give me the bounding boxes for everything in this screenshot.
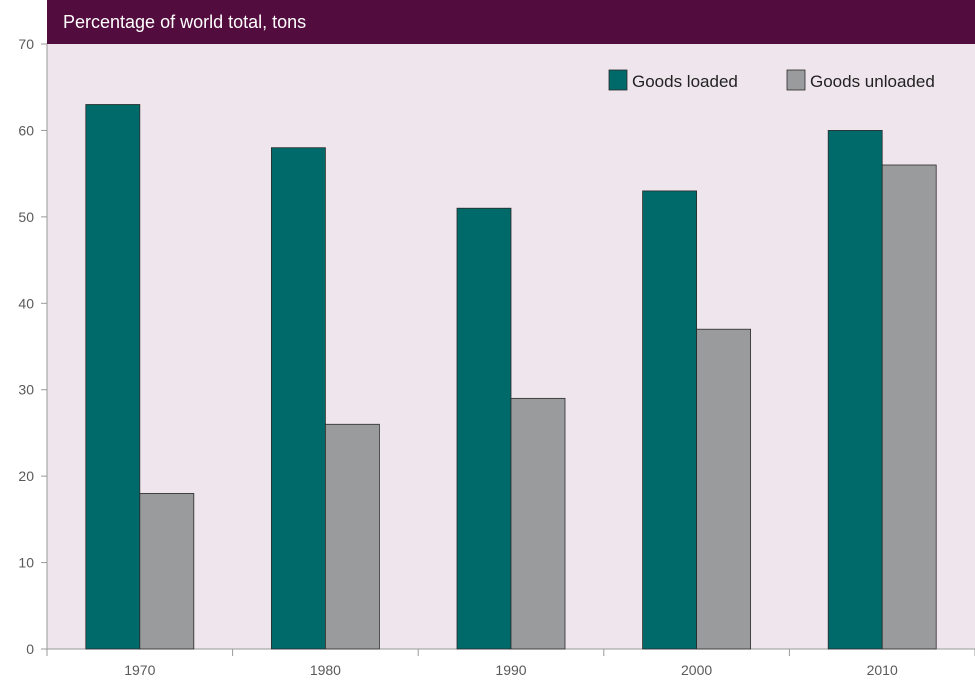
legend-label: Goods unloaded	[810, 72, 935, 91]
bar-goods-loaded	[642, 190, 697, 650]
x-tick-label: 1970	[124, 662, 155, 678]
y-tick-label: 0	[26, 641, 34, 657]
legend-label: Goods loaded	[632, 72, 738, 91]
bar-goods-loaded	[270, 147, 326, 650]
y-tick-label: 30	[18, 382, 34, 398]
y-tick-label: 60	[18, 122, 34, 138]
y-tick-label: 20	[18, 468, 34, 484]
y-tick-label: 50	[18, 209, 34, 225]
bar-goods-loaded	[827, 130, 883, 650]
bar-goods-unloaded	[696, 328, 751, 650]
chart-title: Percentage of world total, tons	[63, 12, 306, 32]
bar-goods-loaded	[456, 207, 512, 650]
bar-goods-unloaded	[510, 397, 566, 650]
x-tick-label: 1990	[495, 662, 526, 678]
bar-goods-unloaded	[324, 423, 380, 650]
legend-item-goods-unloaded: Goods unloaded	[786, 69, 935, 91]
bar-goods-unloaded	[139, 493, 195, 650]
x-axis: 1970 1980 1990 2000 2010	[46, 648, 975, 678]
bar-goods-loaded	[85, 104, 141, 650]
y-tick-label: 70	[18, 36, 34, 52]
y-tick-label: 40	[18, 295, 34, 311]
y-axis: 0 10 20 30 40 50 60 70	[18, 36, 48, 657]
legend-swatch-goods-unloaded	[786, 69, 806, 91]
bars	[85, 104, 937, 650]
legend: Goods loaded Goods unloaded	[608, 69, 935, 91]
x-tick-label: 1980	[310, 662, 341, 678]
legend-item-goods-loaded: Goods loaded	[608, 69, 738, 91]
bar-goods-unloaded	[881, 164, 937, 650]
legend-swatch-goods-loaded	[608, 69, 628, 91]
title-bar	[47, 0, 975, 44]
y-tick-label: 10	[18, 555, 34, 571]
x-tick-label: 2010	[867, 662, 898, 678]
x-tick-label: 2000	[681, 662, 712, 678]
